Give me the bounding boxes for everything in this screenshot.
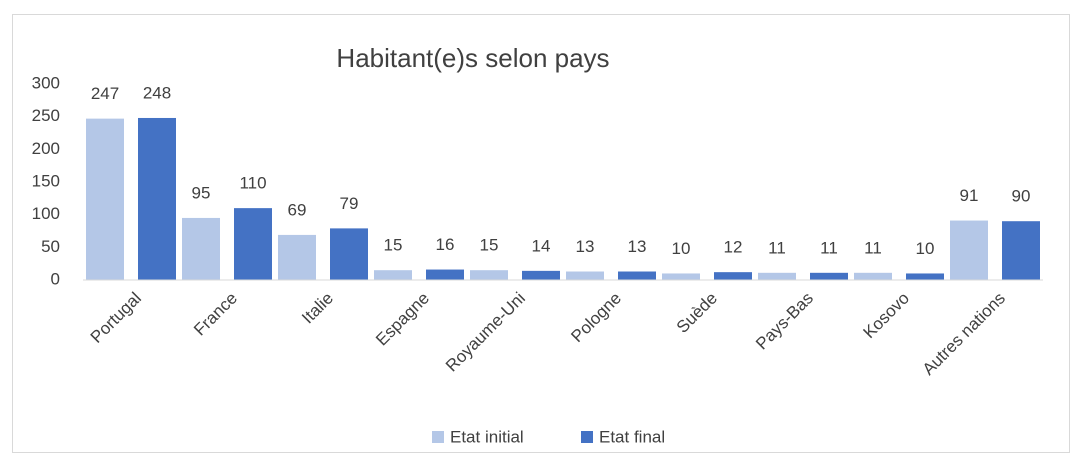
bar: [138, 117, 176, 281]
data-label: 11: [820, 238, 838, 257]
bar: [906, 273, 944, 280]
bar: [426, 269, 464, 280]
data-label: 12: [724, 238, 743, 257]
bar: [810, 272, 848, 280]
bar: [278, 234, 316, 280]
bar: [662, 273, 700, 280]
y-tick-label: 250: [32, 106, 60, 125]
y-tick-label: 150: [32, 171, 60, 190]
data-label: 90: [1012, 187, 1031, 206]
data-label: 15: [480, 236, 499, 255]
y-tick-label: 300: [32, 73, 60, 92]
bar: [330, 228, 368, 280]
bar: [374, 270, 412, 280]
bar: [470, 270, 508, 280]
bar: [522, 270, 560, 280]
data-label: 11: [768, 238, 786, 257]
data-label: 14: [532, 236, 551, 255]
y-tick-label: 50: [41, 237, 60, 256]
chart-title: Habitant(e)s selon pays: [336, 43, 609, 73]
data-label: 13: [628, 237, 647, 256]
data-label: 15: [384, 236, 403, 255]
bar: [566, 271, 604, 280]
data-label: 79: [340, 194, 359, 213]
y-tick-label: 100: [32, 204, 60, 223]
data-label: 91: [960, 186, 979, 205]
bar: [714, 272, 752, 280]
legend-swatch: [581, 431, 593, 443]
bar: [182, 217, 220, 280]
data-label: 10: [916, 239, 935, 258]
data-label: 247: [91, 84, 119, 103]
bar: [758, 272, 796, 280]
bar: [618, 271, 656, 280]
data-label: 10: [672, 239, 691, 258]
bar: [1002, 221, 1040, 280]
bar: [234, 208, 272, 280]
data-label: 110: [239, 174, 266, 193]
data-label: 11: [864, 238, 882, 257]
data-label: 16: [436, 235, 455, 254]
bar: [86, 118, 124, 280]
data-label: 248: [143, 83, 171, 102]
legend-swatch: [432, 431, 444, 443]
y-tick-label: 0: [51, 269, 60, 288]
y-tick-label: 200: [32, 139, 60, 158]
legend-label: Etat final: [599, 427, 665, 446]
bar: [950, 220, 988, 280]
data-label: 69: [288, 200, 307, 219]
data-label: 13: [576, 237, 595, 256]
legend-label: Etat initial: [450, 427, 524, 446]
bar: [854, 272, 892, 280]
data-label: 95: [192, 183, 211, 202]
